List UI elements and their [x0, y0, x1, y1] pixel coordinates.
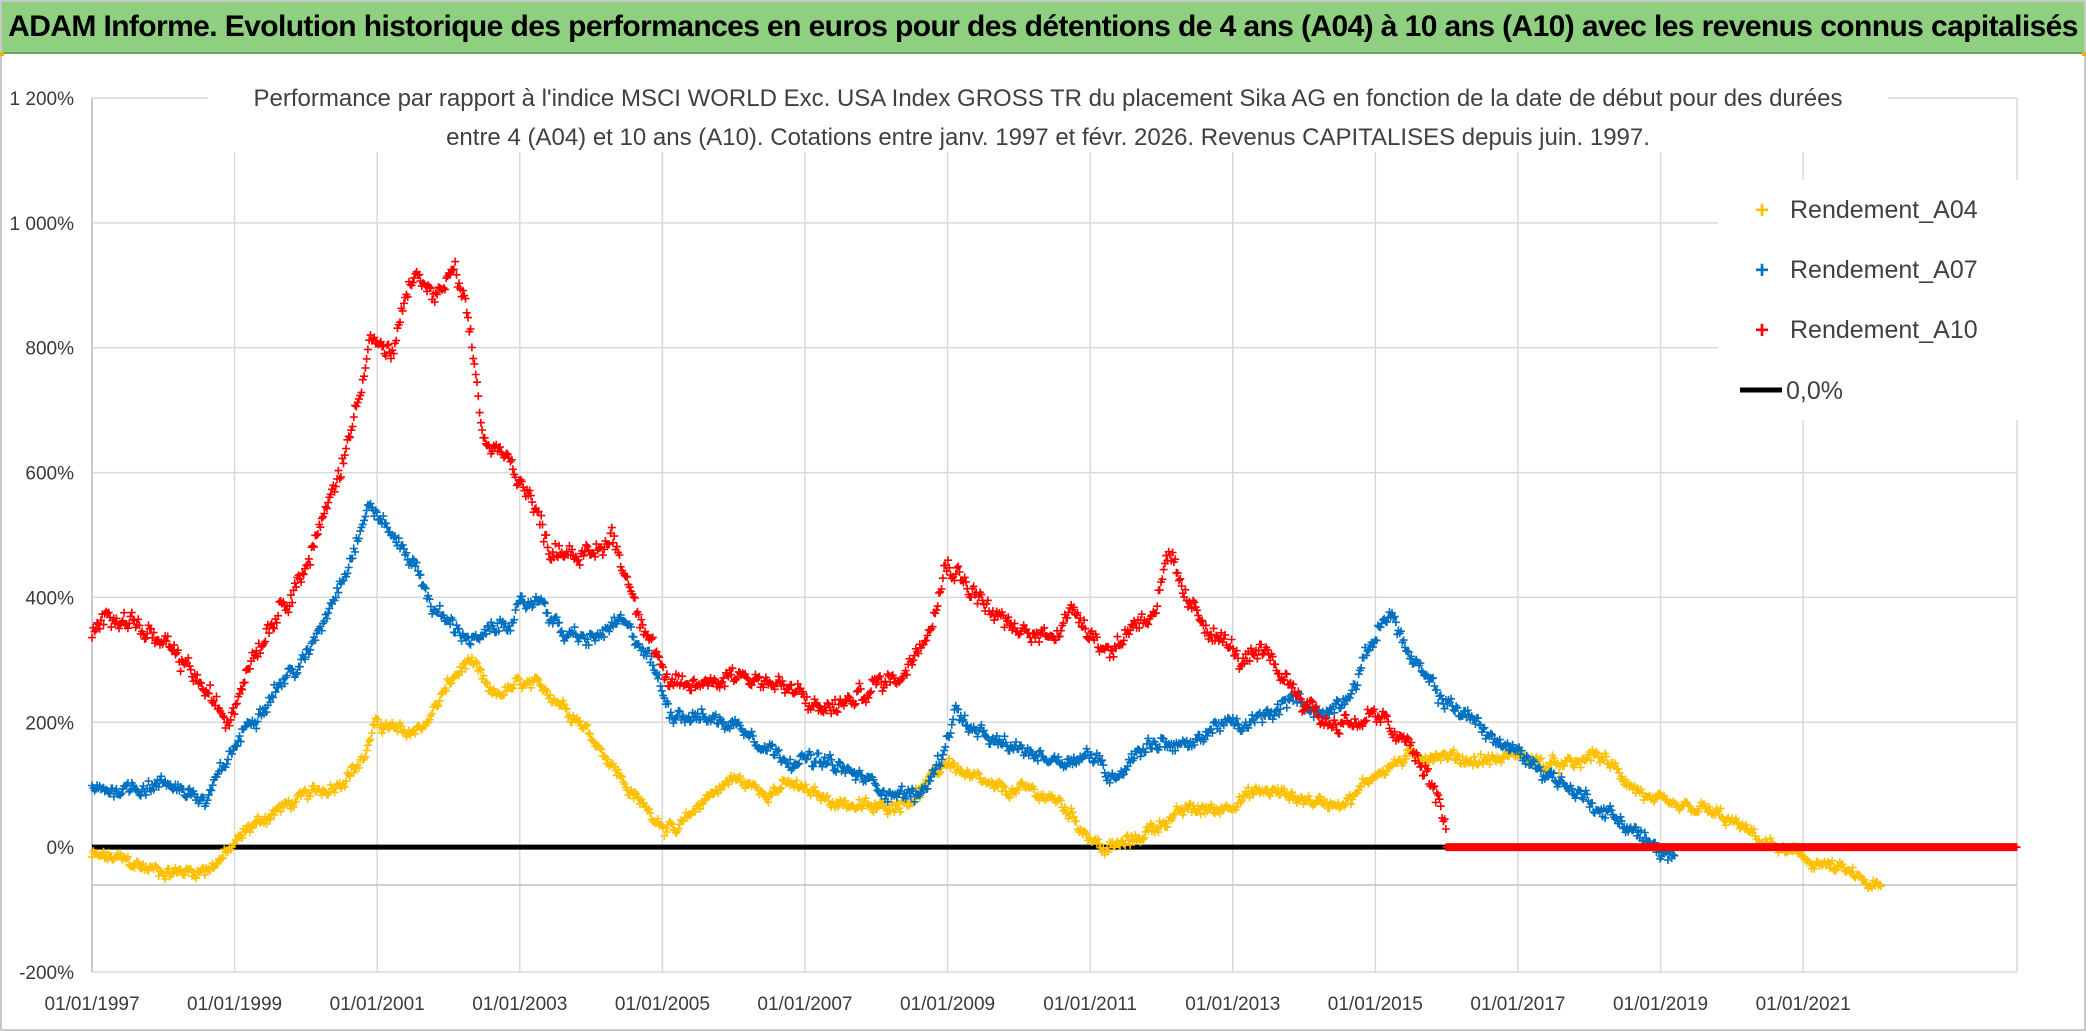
x-tick-label: 01/01/2013 [1185, 994, 1280, 1015]
series-marks-a10-zero [1442, 843, 2021, 852]
legend-label-a04: Rendement_A04 [1790, 196, 1978, 224]
legend-marker-a10: + [1755, 317, 1769, 344]
y-axis-ticks: -200% 0% 200% 400% 600% 800% 1 000% 1 200% [10, 89, 75, 984]
chart: -200% 0% 200% 400% 600% 800% 1 000% 1 200% 01/0… [10, 77, 2021, 1015]
y-tick-label: 200% [25, 713, 74, 734]
x-tick-label: 01/01/2017 [1470, 994, 1565, 1015]
page-title: ADAM Informe. Evolution historique des p… [2, 2, 2084, 54]
x-tick-label: 01/01/2003 [472, 994, 567, 1015]
series-rendement-a04 [88, 653, 1885, 893]
y-tick-label: -200% [19, 963, 74, 984]
x-tick-label: 01/01/2011 [1043, 994, 1137, 1015]
corner-mark-left [0, 52, 4, 56]
legend-marker-a07: + [1755, 257, 1769, 284]
series-marks-a04 [88, 653, 1885, 893]
legend-box [1718, 180, 2018, 420]
y-tick-label: 1 200% [10, 89, 75, 110]
series-marks-a10 [88, 257, 1450, 833]
series-rendement-a10 [88, 257, 2021, 852]
chart-subtitle-line2: entre 4 (A04) et 10 ans (A10). Cotations… [446, 124, 1650, 151]
grid-lines [91, 97, 2018, 973]
x-tick-label: 01/01/2007 [757, 994, 852, 1015]
y-tick-label: 1 000% [10, 214, 75, 235]
legend-label-zero: 0,0% [1786, 377, 1843, 405]
x-tick-label: 01/01/2001 [330, 994, 425, 1015]
corner-mark-right [2082, 52, 2086, 56]
y-tick-label: 400% [25, 588, 74, 609]
x-axis-ticks: 01/01/1997 01/01/1999 01/01/2001 01/01/2003… [44, 994, 1850, 1015]
x-tick-label: 01/01/2009 [900, 994, 995, 1015]
x-tick-label: 01/01/2019 [1613, 994, 1708, 1015]
legend-label-a10: Rendement_A10 [1790, 316, 1978, 344]
series-marks-a07 [88, 499, 1679, 864]
x-tick-label: 01/01/2021 [1756, 994, 1851, 1015]
y-tick-label: 600% [25, 464, 74, 485]
legend-label-a07: Rendement_A07 [1790, 256, 1978, 284]
x-tick-label: 01/01/1997 [44, 994, 139, 1015]
subtitle-backdrop [208, 77, 1888, 152]
chart-subtitle-line1: Performance par rapport à l'indice MSCI … [254, 85, 1843, 112]
series-rendement-a07 [88, 499, 1679, 864]
y-tick-label: 800% [25, 339, 74, 360]
legend: + Rendement_A04 + Rendement_A07 + Rendem… [1718, 180, 2018, 420]
x-tick-label: 01/01/2015 [1328, 994, 1423, 1015]
x-tick-label: 01/01/2005 [615, 994, 710, 1015]
x-tick-label: 01/01/1999 [187, 994, 282, 1015]
legend-marker-a04: + [1755, 197, 1769, 224]
y-tick-label: 0% [47, 838, 75, 859]
